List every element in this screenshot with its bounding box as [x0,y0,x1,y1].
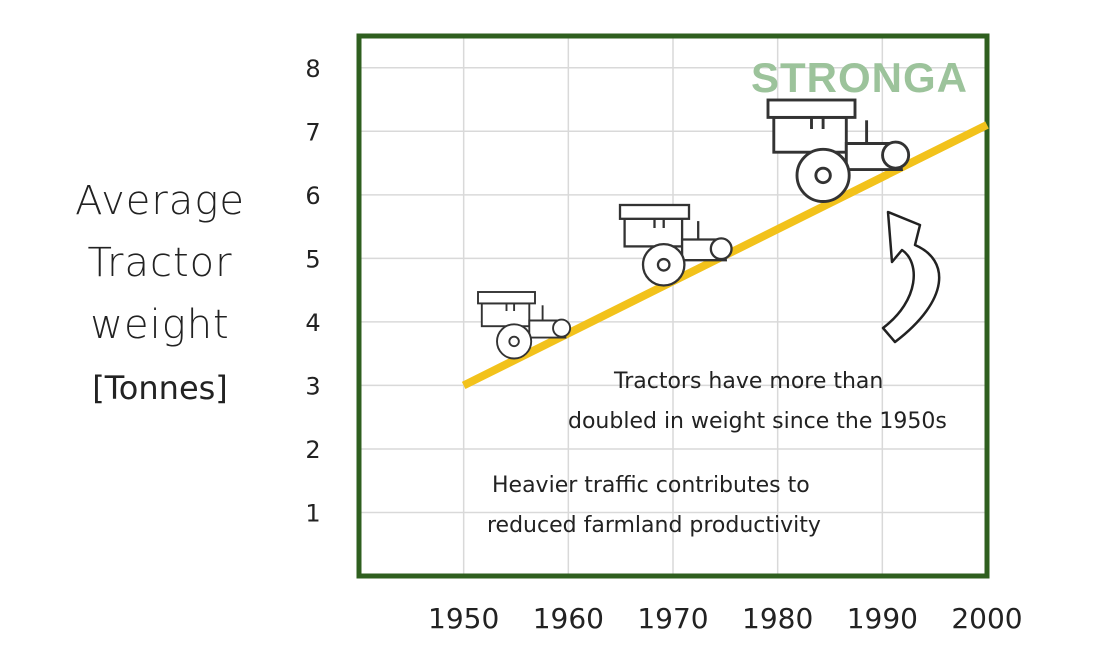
y-tick-label: 1 [305,499,320,527]
y-tick-labels: 1 2 3 4 5 6 7 8 [305,55,320,528]
y-tick-label: 4 [305,309,320,337]
annotation-line-1: Tractors have more than [613,369,883,394]
y-tick-label: 2 [305,436,320,464]
y-tick-label: 5 [305,245,320,273]
x-tick-label: 1960 [533,602,604,635]
plot-frame [356,33,990,579]
y-axis-unit: [Tonnes] [92,369,228,407]
stronga-logo: STRONGA [751,54,968,101]
y-tick-label: 3 [305,372,320,400]
x-tick-labels: 1950 1960 1970 1980 1990 2000 [428,602,1023,635]
x-tick-label: 1980 [742,602,813,635]
x-tick-label: 1970 [637,602,708,635]
y-axis-title-line-2: Tractor [87,240,233,286]
x-tick-label: 1990 [847,602,918,635]
y-axis-title-line-1: Average [75,178,245,224]
annotation-line-4: reduced farmland productivity [487,513,821,538]
y-tick-label: 7 [305,118,320,146]
grid-lines [359,36,987,576]
tractor-icon-large [766,98,911,203]
x-tick-label: 2000 [951,602,1022,635]
annotation-line-3: Heavier traffic contributes to [492,473,810,498]
x-tick-label: 1950 [428,602,499,635]
y-tick-label: 6 [305,182,320,210]
y-axis-title: Average Tractor weight [Tonnes] [40,170,280,416]
y-tick-label: 8 [305,55,320,83]
y-axis-title-line-3: weight [90,302,230,348]
tractor-icon-small [477,291,572,360]
annotation-line-2: doubled in weight since the 1950s [568,409,947,434]
curved-arrow-icon [881,210,941,344]
tractor-icon-medium [618,203,733,287]
